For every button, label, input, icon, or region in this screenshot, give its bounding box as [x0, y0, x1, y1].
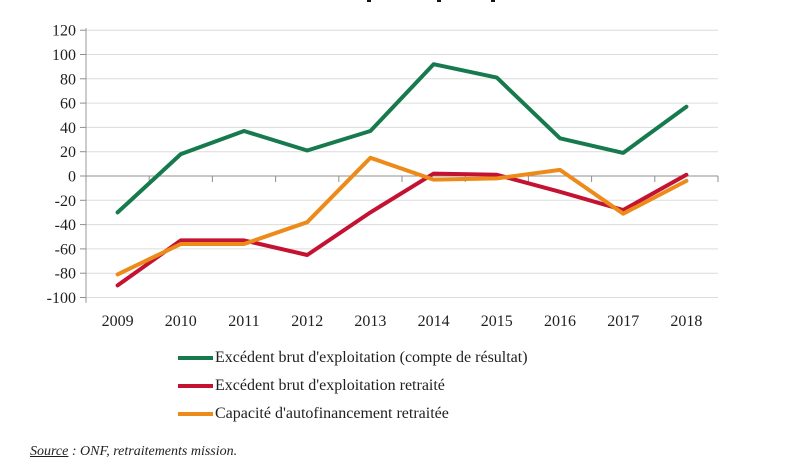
x-axis-tick-label: 2015 — [481, 313, 513, 330]
legend-label-caf-retraitee: Capacité d'autofinancement retraitée — [215, 405, 449, 422]
legend-swatch-ebe-compte — [178, 356, 213, 360]
series-line-1 — [115, 171, 689, 288]
source-label: Source — [30, 444, 69, 459]
x-axis-tick-label: 2010 — [165, 313, 197, 330]
y-axis-tick-label: -40 — [55, 217, 76, 234]
legend-item-ebe-retraite: Excédent brut d'exploitation retraité — [178, 372, 528, 400]
legend-label-ebe-compte: Excédent brut d'exploitation (compte de … — [215, 349, 528, 366]
legend-label-ebe-retraite: Excédent brut d'exploitation retraité — [215, 377, 445, 394]
y-axis-tick-label: 60 — [60, 96, 76, 113]
x-axis-tick-label: 2011 — [228, 313, 259, 330]
y-axis-tick-label: -20 — [55, 193, 76, 210]
x-axis-tick-label: 2018 — [670, 313, 702, 330]
axis-labels: 120 100 80 60 40 20 0 -20 -40 -60 -80 -100 2009 2010 2… — [47, 23, 703, 330]
x-axis-tick-label: 2014 — [418, 313, 450, 330]
y-axis-tick-label: 40 — [60, 120, 76, 137]
y-axis-tick-label: 80 — [60, 71, 76, 88]
y-axis-tick-label: -60 — [55, 241, 76, 258]
clipped-title-fragments — [367, 0, 495, 2]
y-axis-tick-label: -100 — [47, 290, 76, 307]
x-axis-tick-label: 2017 — [607, 313, 639, 330]
legend-item-ebe-compte: Excédent brut d'exploitation (compte de … — [178, 344, 528, 372]
x-axis-tick-label: 2009 — [102, 313, 134, 330]
y-axis-tick-label: 120 — [52, 23, 76, 40]
x-axis-tick-label: 2016 — [544, 313, 576, 330]
y-axis-tick-label: 0 — [68, 169, 76, 186]
x-axis-tick-label: 2012 — [291, 313, 323, 330]
series-line-0 — [115, 62, 689, 215]
legend-swatch-caf-retraitee — [178, 412, 213, 416]
x-axis-tick-label: 2013 — [354, 313, 386, 330]
y-axis-tick-label: 100 — [52, 47, 76, 64]
legend-item-caf-retraitee: Capacité d'autofinancement retraitée — [178, 400, 528, 428]
axes — [80, 28, 719, 303]
chart-legend: Excédent brut d'exploitation (compte de … — [178, 344, 528, 428]
source-text: : ONF, retraitements mission. — [68, 444, 238, 459]
y-axis-tick-label: -80 — [55, 266, 76, 283]
legend-swatch-ebe-retraite — [178, 384, 213, 388]
gridlines — [86, 29, 718, 298]
line-chart: 120 100 80 60 40 20 0 -20 -40 -60 -80 -100 2009 2010 2… — [47, 0, 719, 330]
y-axis-tick-label: 20 — [60, 144, 76, 161]
series-lines — [115, 62, 689, 288]
source-note: Source : ONF, retraitements mission. — [30, 444, 237, 460]
series-line-2 — [115, 155, 689, 277]
